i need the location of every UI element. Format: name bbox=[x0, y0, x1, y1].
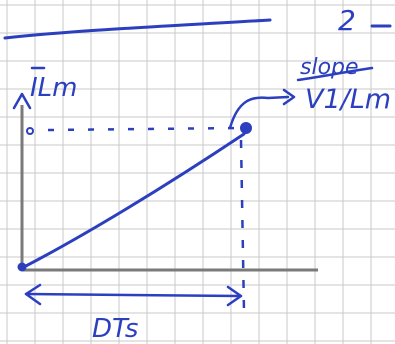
y-axis-arrowhead bbox=[12, 92, 32, 110]
ramp-peak-point bbox=[240, 122, 252, 134]
slope-word: slope bbox=[300, 55, 359, 80]
level-dashed-line bbox=[47, 126, 243, 132]
top-scribble-line bbox=[3, 18, 272, 40]
duration-label: DTs bbox=[92, 314, 138, 344]
duration-arrow-line bbox=[24, 292, 242, 298]
duration-arrowhead-left bbox=[24, 283, 42, 306]
corner-mark: 2 bbox=[338, 4, 356, 37]
current-ramp-line bbox=[20, 132, 246, 270]
level-marker-dot bbox=[26, 127, 34, 135]
y-axis-label: ILm bbox=[30, 73, 77, 103]
slope-fraction-bar bbox=[296, 66, 374, 82]
duration-arrowhead-right bbox=[226, 285, 243, 307]
slope-callout-arrowhead bbox=[282, 88, 296, 106]
ramp-start-point bbox=[17, 262, 27, 272]
slope-callout-curve bbox=[228, 95, 290, 130]
peak-dashed-drop bbox=[239, 139, 246, 313]
slope-value: V1/Lm bbox=[305, 84, 391, 115]
